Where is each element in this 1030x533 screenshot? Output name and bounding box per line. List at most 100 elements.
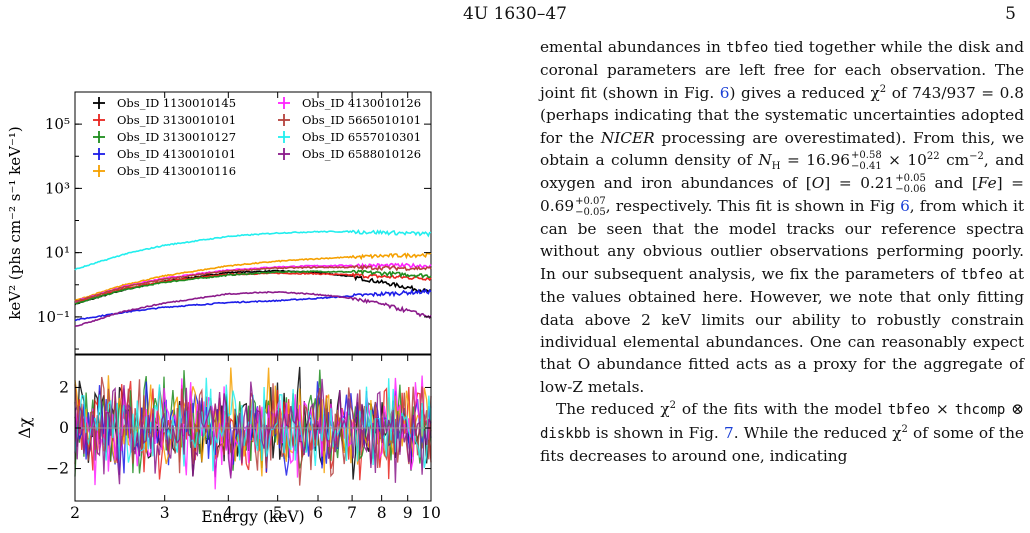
text-run: cm [939, 151, 970, 170]
text-run: , and oxygen and iron abundances of [ [540, 151, 1025, 193]
y-tick-label: 10⁵ [45, 115, 70, 133]
spectra-y-ticks: 10⁻¹ 10¹ 10³ 10⁵ [37, 115, 431, 350]
legend-label: Obs_ID 5665010101 [302, 113, 421, 127]
text-run: , from which it can be seen that the mod… [540, 197, 1025, 283]
x-tick-label: 2 [70, 504, 80, 522]
legend-label: Obs_ID 3130010127 [117, 130, 236, 144]
spectrum-line-2 [74, 271, 432, 303]
page-header: 4U 1630–47 5 [0, 0, 1030, 30]
superscript: 2 [879, 83, 887, 95]
legend-label: Obs_ID 6557010301 [302, 130, 421, 144]
text-run: . While the reduced [733, 423, 888, 442]
y-tick-label: 10³ [45, 179, 70, 197]
superscript: −2 [969, 150, 984, 162]
legend-label: Obs_ID 1130010145 [117, 96, 236, 110]
x-tick-label: 5 [273, 504, 283, 522]
legend-entry: Obs_ID 1130010145 [93, 96, 236, 110]
spectrum-line-7 [74, 264, 432, 302]
text-run: × [930, 400, 955, 419]
text-run: ] = 0.21 [824, 174, 895, 193]
running-title: 4U 1630–47 [463, 4, 567, 24]
text-run: emental abundances in [540, 38, 727, 56]
figure-ref-7[interactable]: 7 [723, 423, 734, 442]
code-diskbb: diskbb [540, 425, 591, 442]
y-tick-label: 10⁻¹ [37, 308, 70, 326]
superscript: 2 [901, 423, 908, 435]
x-tick-label: 10 [421, 504, 441, 522]
upper-error: +0.05 [895, 173, 926, 185]
residual-y-ticks: 2 0 −2 [46, 378, 431, 478]
legend: Obs_ID 1130010145 Obs_ID 3130010101 Obs_ID… [93, 96, 421, 178]
legend-entry: Obs_ID 4130010126 [278, 96, 421, 110]
body-text-column: emental abundances in tbfeo tied togethe… [540, 36, 1024, 468]
residual-panel: 2 0 −2 2 3 4 5 6 7 8 9 10 Δχ Energy (keV) [15, 354, 441, 526]
text-run: of some of the fits decreases to around … [540, 423, 1024, 466]
lower-error: −0.05 [575, 207, 606, 219]
text-run: χ [892, 423, 902, 442]
text-run: of the fits with the model [675, 400, 888, 419]
math-N: N [758, 151, 772, 170]
x-tick-label: 6 [313, 504, 323, 522]
spectra-series-group [74, 229, 432, 328]
text-run: is shown in Fig. [590, 423, 724, 442]
legend-label: Obs_ID 4130010126 [302, 96, 421, 110]
legend-entry: Obs_ID 6557010301 [278, 130, 421, 144]
math-Fe: Fe [977, 174, 997, 193]
spectrum-line-3 [74, 269, 432, 305]
legend-entry: Obs_ID 3130010127 [93, 130, 236, 144]
res-y-tick-label: −2 [46, 460, 69, 478]
legend-label: Obs_ID 4130010101 [117, 147, 236, 161]
x-tick-label: 4 [223, 504, 233, 522]
subscript: H [771, 161, 781, 173]
spectra-figure: 10⁻¹ 10¹ 10³ 10⁵ Obs_ID 1130010145 Obs_ID 31… [6, 91, 441, 526]
lower-error: −0.06 [895, 184, 926, 196]
spectrum-line-9 [74, 290, 432, 328]
legend-entry: Obs_ID 4130010101 [93, 147, 236, 161]
spectrum-line-8 [74, 229, 432, 271]
residual-series-group [74, 366, 432, 490]
x-tick-label: 7 [347, 504, 357, 522]
superscript: 22 [926, 150, 940, 162]
spectrum-line-5 [74, 251, 432, 302]
upper-error: +0.07 [575, 196, 606, 208]
code-thcomp: thcomp [954, 402, 1006, 419]
text-run: The reduced χ [556, 400, 670, 419]
legend-label: Obs_ID 4130010116 [117, 164, 236, 178]
figure-ref-6[interactable]: 6 [719, 83, 730, 102]
y-tick-label: 10¹ [45, 244, 70, 262]
text-run: processing are overestimated). From this… [540, 128, 1024, 170]
text-run: ) gives a reduced χ [729, 83, 880, 102]
text-run: = 16.96 [780, 151, 851, 170]
legend-entry: Obs_ID 5665010101 [278, 113, 421, 127]
fe-uncertainty: +0.07 −0.05 [575, 196, 606, 218]
code-tbfeo: tbfeo [887, 402, 931, 419]
spectra-y-axis-label: keV² (phs cm⁻² s⁻¹ keV⁻¹) [6, 126, 24, 319]
legend-label: Obs_ID 3130010101 [117, 113, 236, 127]
text-run: and [ [925, 174, 978, 193]
page-number: 5 [1005, 4, 1016, 24]
o-uncertainty: +0.05 −0.06 [895, 173, 926, 195]
x-tick-label: 9 [403, 504, 413, 522]
upper-error: +0.58 [851, 150, 882, 162]
text-run: of 743/937 = 0.8 (perhaps indicating tha… [540, 83, 1024, 147]
paragraph-2: The reduced χ2 of the fits with the mode… [540, 398, 1024, 467]
text-run: tied together while the disk and coronal… [540, 38, 1024, 102]
spectra-panel-frame [74, 91, 432, 355]
res-y-tick-label: 0 [59, 419, 69, 437]
legend-entry: Obs_ID 3130010101 [93, 113, 236, 127]
residual-x-ticks: 2 3 4 5 6 7 8 9 10 [70, 495, 441, 522]
residual-y-axis-label: Δχ [15, 417, 34, 439]
legend-entry: Obs_ID 6588010126 [278, 147, 421, 161]
spectrum-line-4 [74, 288, 432, 322]
residual-line-9 [74, 378, 432, 485]
legend-entry: Obs_ID 4130010116 [93, 164, 236, 178]
figure-ref-6b[interactable]: 6 [900, 197, 910, 216]
x-tick-label: 3 [160, 504, 170, 522]
superscript: 2 [669, 400, 676, 412]
code-tbfeo: tbfeo [960, 266, 1003, 283]
legend-label: Obs_ID 6588010126 [302, 147, 421, 161]
x-tick-label: 8 [377, 504, 387, 522]
res-y-tick-label: 2 [59, 378, 69, 396]
spectra-panel: 10⁻¹ 10¹ 10³ 10⁵ Obs_ID 1130010145 Obs_ID 31… [6, 91, 432, 361]
nh-uncertainty: +0.58 −0.41 [851, 150, 882, 172]
